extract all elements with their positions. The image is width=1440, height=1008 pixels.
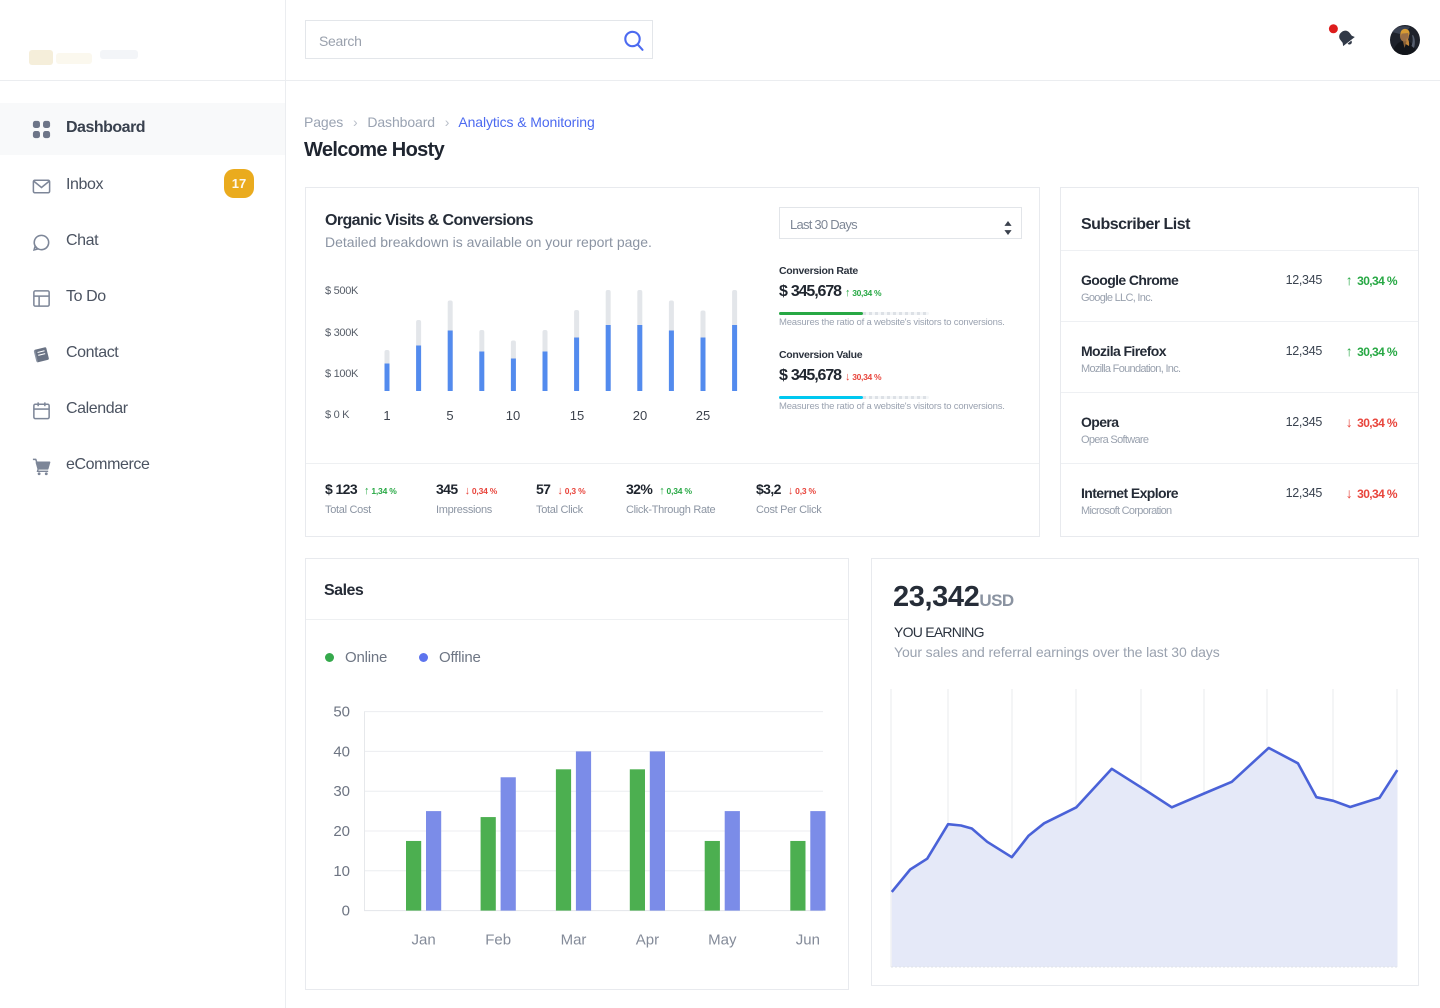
svg-text:10: 10 <box>333 863 350 880</box>
svg-text:40: 40 <box>333 743 350 760</box>
svg-text:Feb: Feb <box>485 932 511 949</box>
svg-text:Apr: Apr <box>636 932 659 949</box>
svg-text:May: May <box>708 932 737 949</box>
svg-text:0: 0 <box>342 903 350 920</box>
svg-text:30: 30 <box>333 783 350 800</box>
svg-text:20: 20 <box>333 823 350 840</box>
svg-text:50: 50 <box>333 704 350 721</box>
svg-text:Jan: Jan <box>412 932 436 949</box>
svg-text:Mar: Mar <box>561 932 587 949</box>
svg-text:Jun: Jun <box>796 932 820 949</box>
